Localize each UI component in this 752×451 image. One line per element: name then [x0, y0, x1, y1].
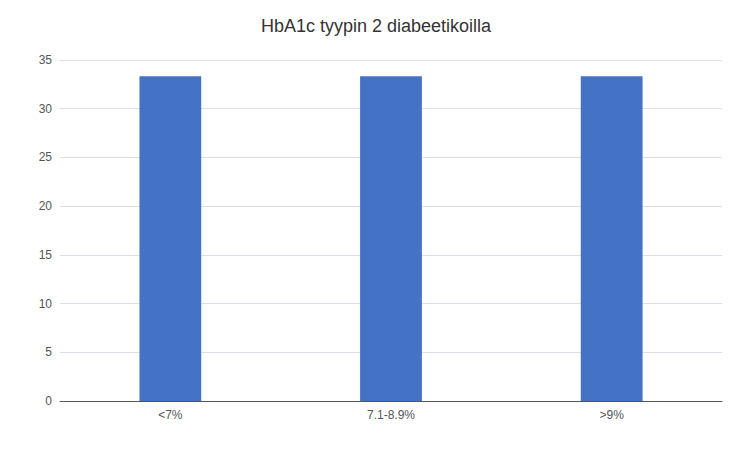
svg-text:0: 0: [45, 394, 52, 408]
svg-text:25: 25: [39, 150, 53, 164]
svg-text:30: 30: [39, 102, 53, 116]
svg-text:HbA1c tyypin 2 diabeetikoilla: HbA1c tyypin 2 diabeetikoilla: [261, 16, 492, 36]
svg-text:7.1-8.9%: 7.1-8.9%: [367, 408, 415, 422]
svg-text:35: 35: [39, 53, 53, 67]
svg-text:10: 10: [39, 297, 53, 311]
svg-text:<7%: <7%: [158, 408, 183, 422]
svg-text:5: 5: [45, 345, 52, 359]
svg-text:20: 20: [39, 199, 53, 213]
svg-text:>9%: >9%: [599, 408, 624, 422]
svg-text:15: 15: [39, 248, 53, 262]
